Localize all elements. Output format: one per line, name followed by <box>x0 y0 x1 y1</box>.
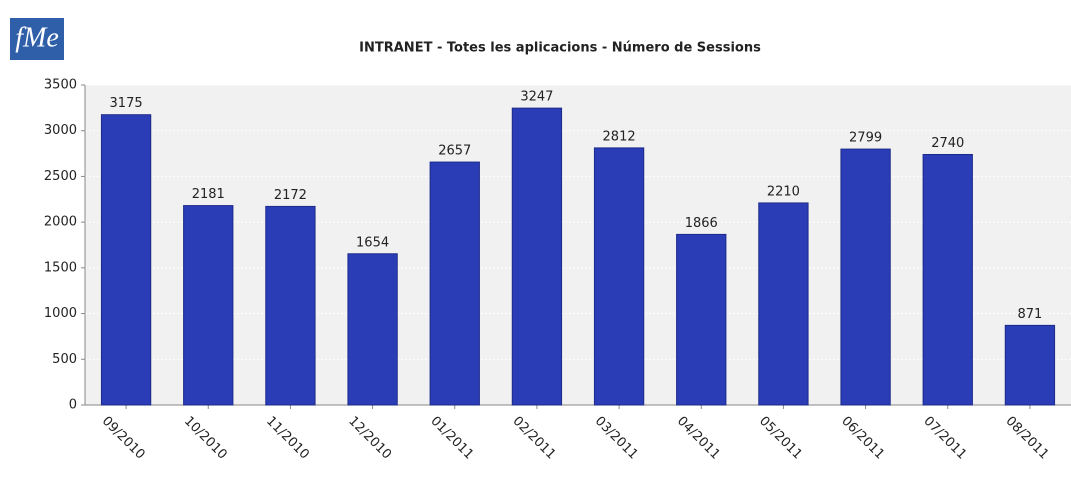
bar <box>511 107 563 406</box>
x-tick-label: 11/2010 <box>263 414 312 463</box>
x-tick-label: 09/2010 <box>99 414 148 463</box>
bar <box>676 233 727 406</box>
value-label: 2657 <box>438 144 471 159</box>
x-tick-label: 05/2011 <box>756 414 805 463</box>
x-tick-label: 07/2011 <box>920 414 969 463</box>
x-tick-label: 01/2011 <box>427 414 476 463</box>
value-label: 1654 <box>356 235 389 250</box>
y-tick-label: 2500 <box>44 169 77 184</box>
bar <box>593 147 645 406</box>
logo-text: fMe <box>15 22 59 53</box>
bar <box>429 161 480 406</box>
x-tick-label: 02/2011 <box>510 414 559 463</box>
x-tick-label: 08/2011 <box>1003 414 1052 463</box>
bar <box>265 205 316 406</box>
y-tick-label: 500 <box>52 352 77 367</box>
bar <box>1004 324 1056 406</box>
x-tick-label: 10/2010 <box>181 414 230 463</box>
value-label: 3247 <box>520 90 553 105</box>
y-tick-label: 2000 <box>44 215 77 230</box>
bar <box>183 205 234 406</box>
bar <box>758 202 809 406</box>
x-tick-label: 12/2010 <box>345 414 394 463</box>
logo: fMe <box>10 18 64 60</box>
value-label: 2812 <box>603 129 636 144</box>
value-label: 2210 <box>767 184 800 199</box>
x-tick-label: 04/2011 <box>674 414 723 463</box>
value-label: 2740 <box>931 136 964 151</box>
plot-background <box>85 85 1071 405</box>
value-label: 2799 <box>849 131 882 146</box>
x-tick-label: 03/2011 <box>592 414 641 463</box>
value-label: 2181 <box>192 187 225 202</box>
y-tick-label: 3500 <box>44 78 77 93</box>
value-label: 1866 <box>685 216 718 231</box>
logo-box <box>10 18 64 60</box>
chart-title: INTRANET - Totes les aplicacions - Númer… <box>359 41 761 56</box>
y-tick-label: 0 <box>69 398 77 413</box>
y-tick-label: 1500 <box>44 260 77 275</box>
value-label: 2172 <box>274 188 307 203</box>
bar <box>922 153 973 406</box>
bar <box>840 148 891 406</box>
y-tick-label: 1000 <box>44 306 77 321</box>
x-tick-label: 06/2011 <box>838 414 887 463</box>
y-tick-label: 3000 <box>44 123 77 138</box>
value-label: 3175 <box>110 96 143 111</box>
value-label: 871 <box>1018 307 1043 322</box>
bar <box>347 253 398 406</box>
bar <box>100 114 152 406</box>
